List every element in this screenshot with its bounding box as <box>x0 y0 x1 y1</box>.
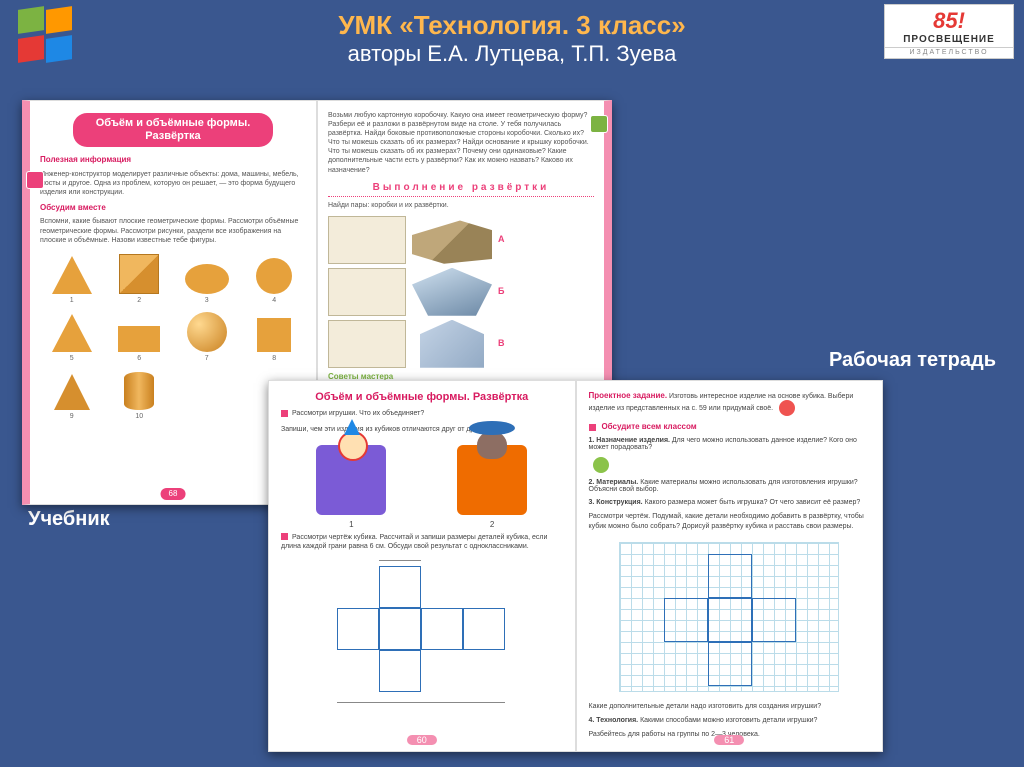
page-number: 60 <box>407 735 437 745</box>
slide-title-block: УМК «Технология. 3 класс» авторы Е.А. Лу… <box>0 10 1024 67</box>
green-icon <box>593 457 609 473</box>
workbook-title: Объём и объёмные формы. Развёртка <box>281 391 563 403</box>
info-heading: Полезная информация <box>40 155 306 165</box>
workbook-spread: Объём и объёмные формы. Развёртка Рассмо… <box>268 380 883 752</box>
slide-title: УМК «Технология. 3 класс» <box>0 10 1024 41</box>
shape-grid: 1 2 3 4 5 6 7 8 9 10 <box>42 251 304 421</box>
lesson-title-pill: Объём и объёмные формы. Развёртка <box>73 113 273 147</box>
info-text: Инженер-конструктор моделирует различные… <box>40 170 306 197</box>
task-icon <box>779 400 795 416</box>
side-icon <box>26 171 44 189</box>
workbook-label: Рабочая тетрадь <box>829 349 996 372</box>
cube-net-diagram <box>337 566 507 716</box>
discuss-text: Вспомни, какие бывают плоские геометриче… <box>40 217 306 244</box>
task-text: Найди пары: коробки и их развёртки. <box>328 201 594 210</box>
toy-row: 1 2 <box>281 445 563 515</box>
nets-block: А Б В <box>328 216 594 368</box>
workbook-page-left: Объём и объёмные формы. Развёртка Рассмо… <box>268 380 576 752</box>
clown-toy-icon <box>316 445 386 515</box>
page-number: 68 <box>161 488 186 500</box>
textbook-label: Учебник <box>28 508 110 531</box>
cat-toy-icon <box>457 445 527 515</box>
side-icon <box>590 115 608 133</box>
slide-subtitle: авторы Е.А. Лутцева, Т.П. Зуева <box>0 41 1024 67</box>
page-number: 61 <box>714 735 744 745</box>
workbook-page-right: Проектное задание. Изготовь интересное и… <box>576 380 884 752</box>
grid-paper <box>619 542 839 692</box>
section-title: Выполнение развёртки <box>328 181 594 197</box>
discuss-heading: Обсудим вместе <box>40 203 306 213</box>
intro-text: Возьми любую картонную коробочку. Какую … <box>328 111 594 175</box>
